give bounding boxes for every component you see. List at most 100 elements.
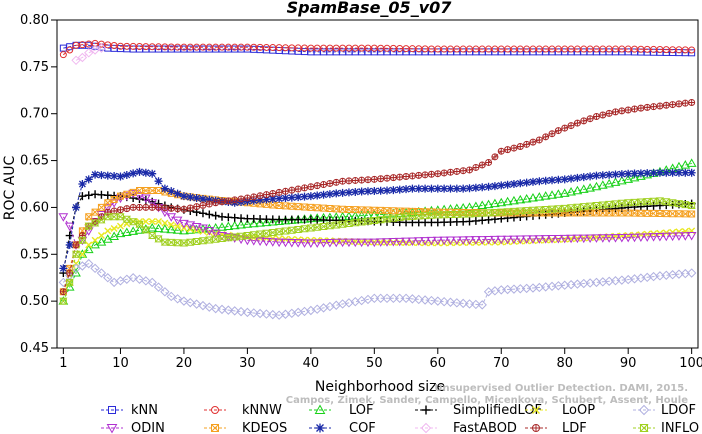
point-lof <box>553 189 564 198</box>
point-inflo <box>78 236 87 244</box>
x-tick-label: 50 <box>366 356 383 371</box>
point-odin <box>451 236 462 245</box>
point-ldof <box>90 263 100 274</box>
legend-entry-simplifiedlof: SimplifiedLOF <box>415 403 542 418</box>
point-cof <box>598 171 607 180</box>
point-ldf <box>478 161 486 169</box>
point-ldf <box>631 105 639 113</box>
point-lof <box>528 193 538 202</box>
point-cof <box>338 188 347 197</box>
point-cof <box>395 185 404 194</box>
point-loop <box>97 232 105 240</box>
series-ldof <box>58 258 697 320</box>
x-tick-label: 60 <box>430 356 447 371</box>
point-cof <box>167 187 176 196</box>
point-ldf <box>611 108 619 116</box>
point-odin <box>344 238 354 248</box>
point-ldf <box>205 200 213 208</box>
series-lof <box>58 158 697 305</box>
point-ldf <box>72 241 80 249</box>
point-ldof <box>471 299 481 310</box>
point-lof <box>160 224 170 233</box>
point-cof <box>452 184 461 193</box>
point-odin <box>420 237 430 246</box>
point-lof <box>96 237 107 246</box>
point-odin <box>458 236 469 245</box>
point-ldf <box>66 269 74 277</box>
point-cof <box>160 184 169 193</box>
point-kdeos <box>129 188 137 196</box>
point-ldof <box>426 295 437 306</box>
point-ldf <box>174 205 182 213</box>
legend-label-cof: COF <box>349 421 376 434</box>
point-cof <box>421 184 430 193</box>
y-tick-label: 0.65 <box>20 154 49 169</box>
point-ldf <box>294 185 302 193</box>
legend-label-lof: LOF <box>349 403 374 418</box>
legend-entry-cof: COF <box>309 421 376 434</box>
point-ldf <box>224 197 232 205</box>
point-odin <box>375 238 386 247</box>
point-cof <box>256 195 265 204</box>
point-ldf <box>669 101 677 109</box>
point-odin <box>198 224 208 234</box>
point-odin <box>559 234 570 244</box>
point-ldof <box>103 273 113 283</box>
point-cof <box>91 170 100 179</box>
point-ldf <box>396 173 404 181</box>
point-inflo <box>141 226 151 234</box>
point-kdeos <box>85 213 93 221</box>
point-cof <box>478 183 487 192</box>
x-tick-label: 70 <box>493 356 510 371</box>
legend-entry-odin: ODIN <box>101 421 165 434</box>
legend-swatch-marker <box>532 406 540 414</box>
legend-swatch-marker <box>314 404 326 414</box>
point-cof <box>281 194 290 203</box>
point-cof <box>643 169 652 178</box>
point-lof <box>255 218 265 227</box>
point-ldof <box>369 293 380 304</box>
point-cof <box>560 175 569 184</box>
point-odin <box>610 234 621 243</box>
point-lof <box>267 217 278 226</box>
point-odin <box>318 239 329 248</box>
legend-entry-knnw: kNNW <box>204 403 282 418</box>
point-odin <box>477 236 488 245</box>
point-lof <box>604 178 615 188</box>
point-cof <box>332 189 341 198</box>
point-cof <box>535 177 544 186</box>
point-lof <box>680 160 691 169</box>
point-ldf <box>345 177 353 185</box>
point-lof <box>242 219 253 228</box>
point-odin <box>293 239 304 248</box>
point-ldof <box>382 293 392 304</box>
point-ldof <box>395 293 405 304</box>
point-ldof <box>223 305 234 315</box>
legend-entry-inflo: INFLO <box>633 421 699 434</box>
point-lof <box>248 218 259 228</box>
point-cof <box>59 264 68 273</box>
point-kdeos <box>313 204 321 212</box>
point-ldof <box>420 295 430 305</box>
point-ldof <box>433 296 443 306</box>
point-cof <box>681 168 690 177</box>
point-ldf <box>193 203 201 211</box>
point-cof <box>573 173 582 182</box>
point-ldof <box>414 294 424 305</box>
series-fastabod <box>71 43 107 66</box>
legend-entry-ldof: LDOF <box>633 403 696 418</box>
point-cof <box>363 187 372 196</box>
point-cof <box>179 192 188 201</box>
point-inflo <box>281 227 290 235</box>
point-loop <box>675 228 683 236</box>
point-ldof <box>84 258 94 269</box>
point-ldf <box>313 182 321 190</box>
series-simplifiedlof <box>59 190 696 278</box>
point-loop <box>383 238 391 246</box>
point-ldf <box>180 205 188 213</box>
point-cof <box>446 184 455 193</box>
point-lof <box>147 223 158 232</box>
point-cof <box>198 194 207 203</box>
point-kdeos <box>383 207 391 215</box>
point-cof <box>116 172 125 181</box>
